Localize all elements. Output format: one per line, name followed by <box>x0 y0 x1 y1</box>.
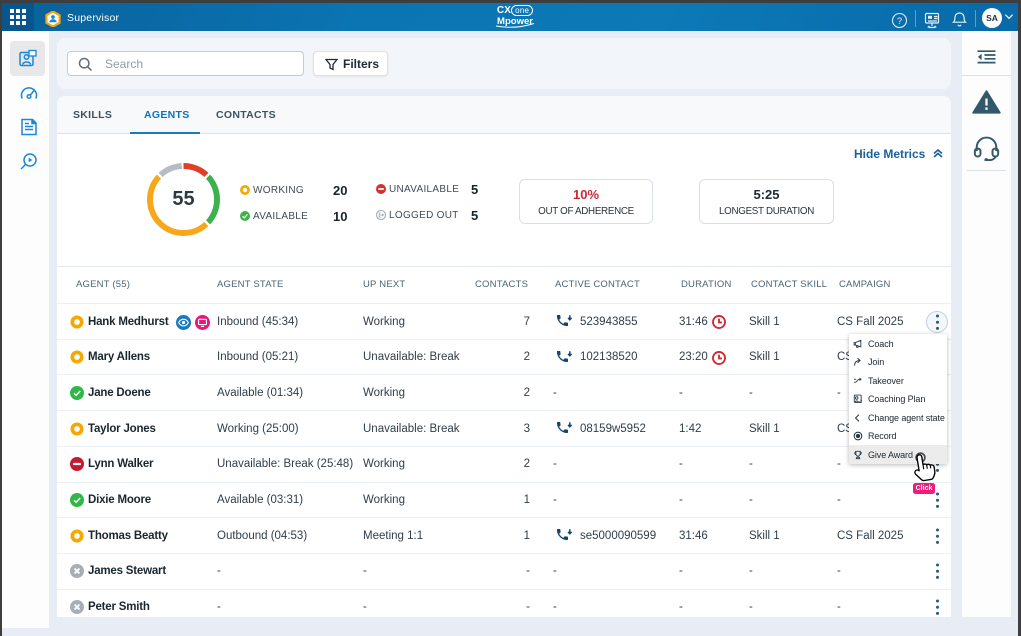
svg-text:?: ? <box>897 16 902 27</box>
